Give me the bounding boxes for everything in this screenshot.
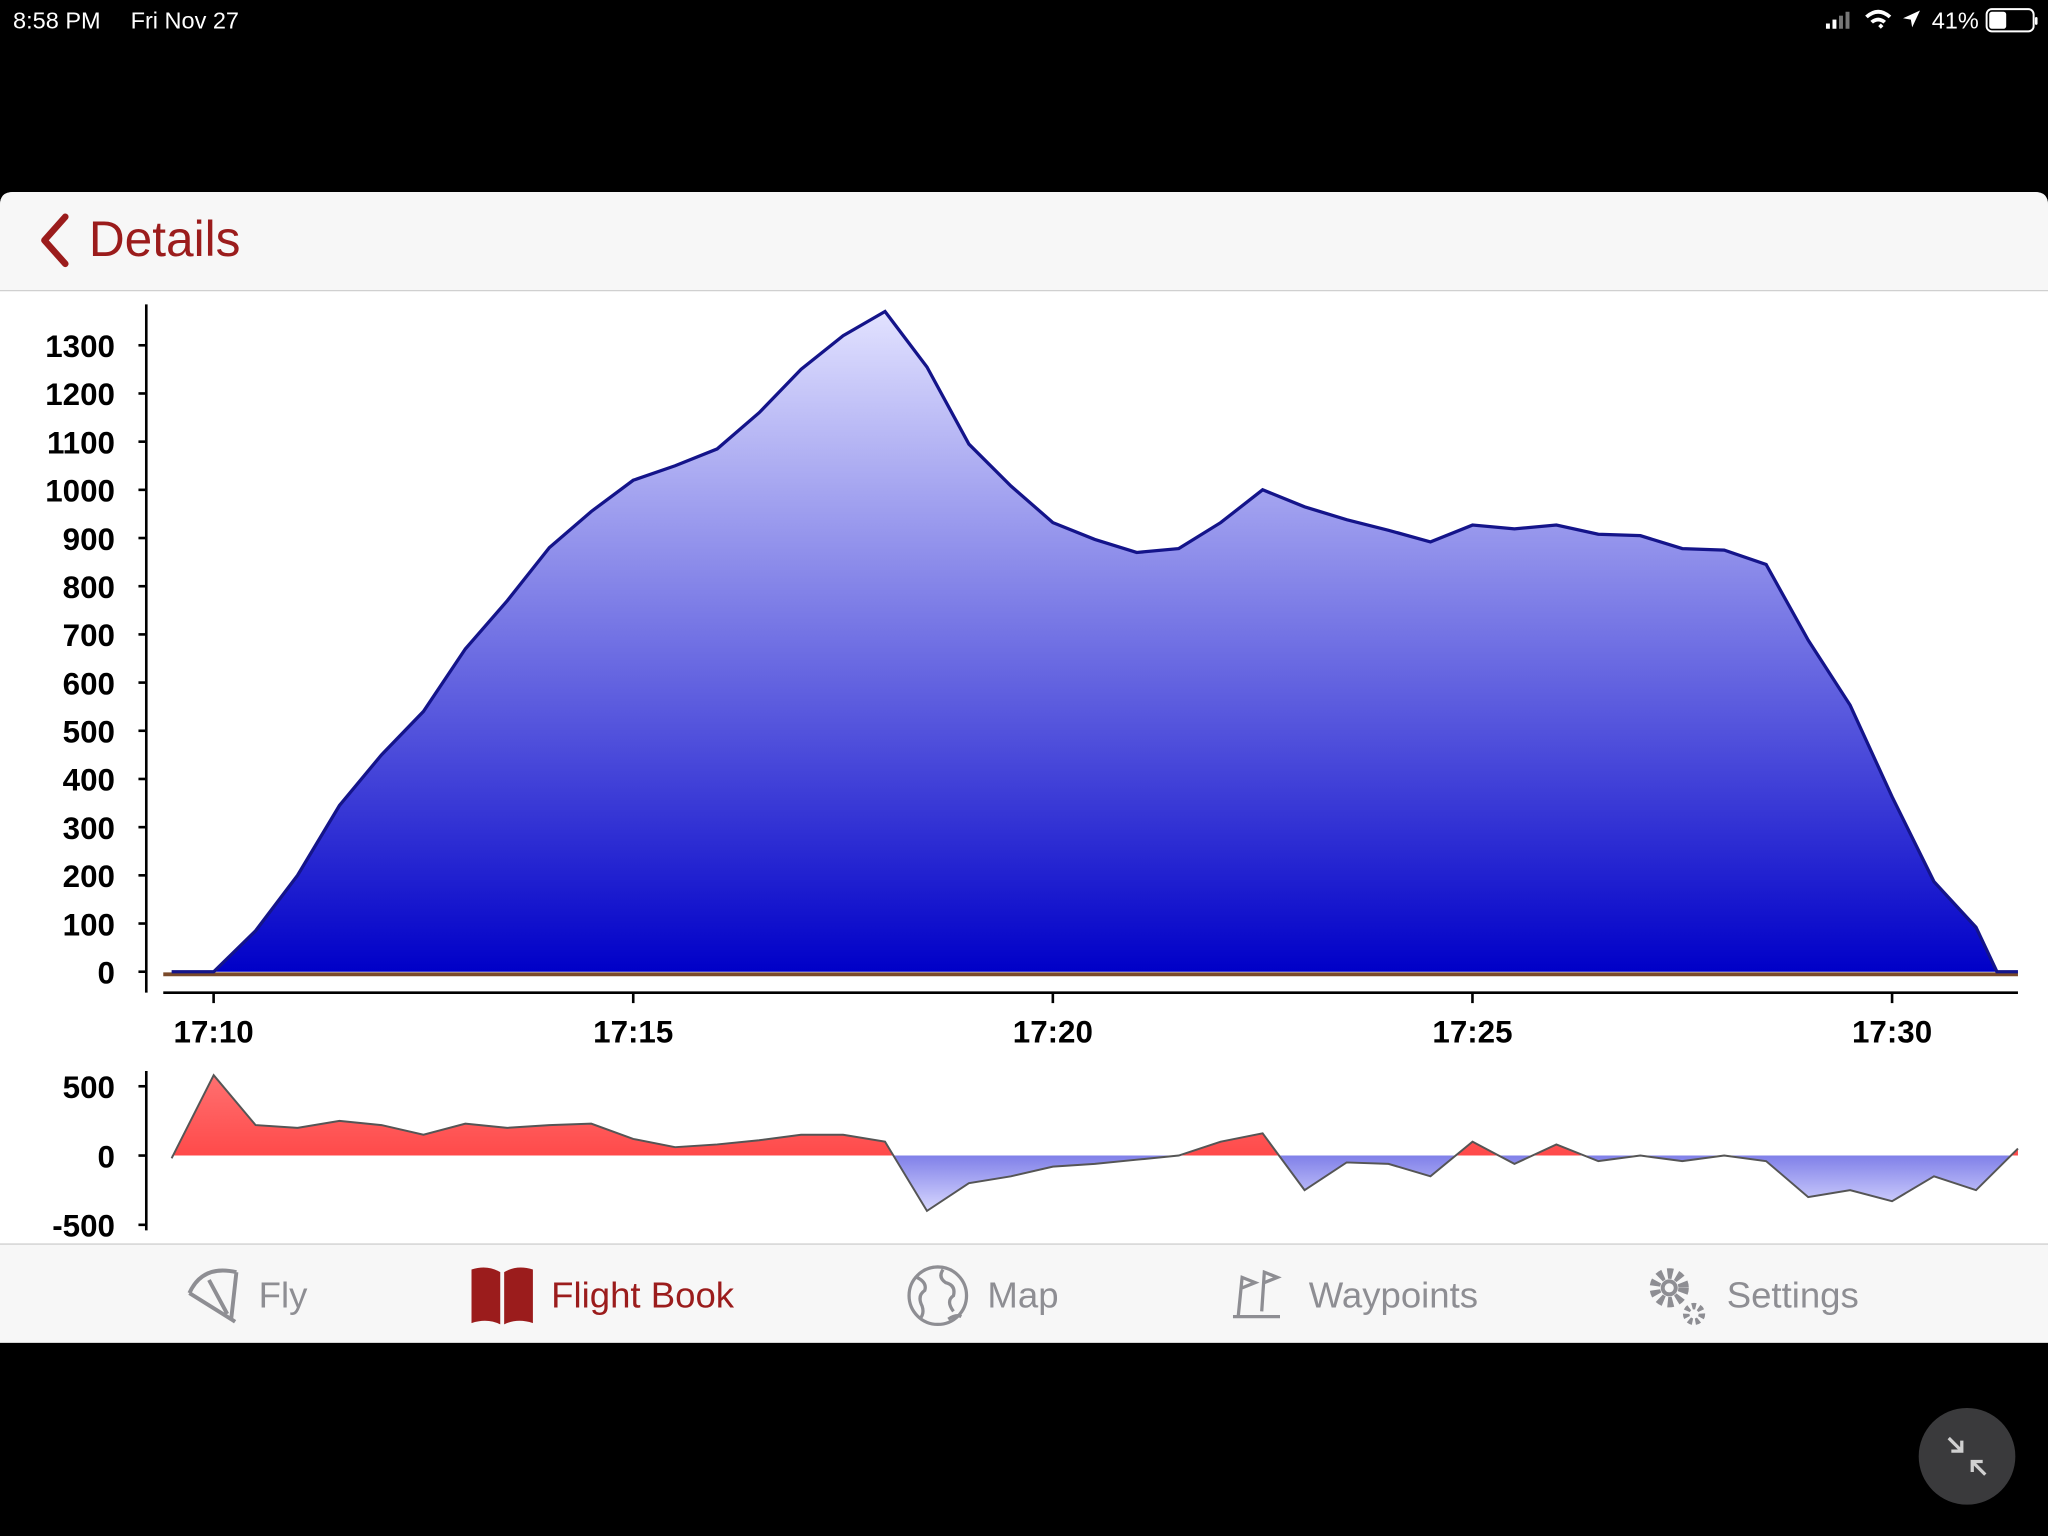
y-tick-label: 0: [98, 1139, 115, 1174]
tab-fly[interactable]: Fly: [187, 1268, 308, 1324]
tab-label[interactable]: Fly: [259, 1274, 308, 1315]
x-tick-label: 17:10: [174, 1014, 254, 1049]
nav-bar: [0, 192, 2048, 290]
minimize-icon[interactable]: [1947, 1436, 1987, 1476]
y-tick-label: -500: [52, 1209, 115, 1244]
back-button[interactable]: Details: [41, 211, 241, 268]
x-tick-label: 17:20: [1013, 1014, 1093, 1049]
tab-icon[interactable]: [1649, 1268, 1706, 1326]
y-tick-label: 1100: [47, 425, 115, 460]
climb-area: [171, 1075, 2018, 1156]
y-tick-label: 200: [63, 859, 115, 894]
tab-icon[interactable]: [907, 1265, 969, 1327]
y-tick-label: 1200: [45, 377, 115, 412]
tab-icon[interactable]: [1232, 1269, 1282, 1319]
tab-icon[interactable]: [471, 1267, 533, 1325]
x-tick-label: 17:30: [1852, 1014, 1932, 1049]
y-tick-label: 100: [63, 907, 115, 942]
nav-title[interactable]: Details: [89, 211, 241, 267]
altitude-area: [171, 311, 2018, 972]
minimize-button[interactable]: [1918, 1408, 2016, 1505]
y-tick-label: 0: [98, 955, 115, 990]
x-tick-label: 17:15: [593, 1014, 673, 1049]
tab-label[interactable]: Flight Book: [551, 1274, 735, 1315]
status-icons: [1825, 8, 2038, 33]
y-tick-label: 800: [63, 570, 115, 605]
y-tick-label: 1300: [45, 329, 115, 364]
y-tick-label: 900: [63, 522, 115, 557]
tab-label[interactable]: Settings: [1727, 1274, 1859, 1315]
minimize-circle[interactable]: [1918, 1408, 2016, 1505]
tab-bar: [0, 1244, 2048, 1343]
tab-label[interactable]: Map: [987, 1274, 1058, 1315]
status-date: Fri Nov 27: [131, 8, 239, 34]
status-battery: 41%: [1932, 8, 1979, 34]
x-tick-label: 17:25: [1432, 1014, 1512, 1049]
status-time: 8:58 PM: [13, 8, 101, 34]
tab-settings[interactable]: Settings: [1649, 1268, 1859, 1326]
y-tick-label: 600: [63, 666, 115, 701]
y-tick-label: 300: [63, 811, 115, 846]
tab-label[interactable]: Waypoints: [1309, 1274, 1478, 1315]
tab-waypoints[interactable]: Waypoints: [1232, 1269, 1478, 1319]
y-tick-label: 700: [63, 618, 115, 653]
sink-area: [171, 1155, 2011, 1211]
charts: 0 100 200 300 400 500 600 700 800 900 1000 1100 1200…: [45, 304, 2019, 1244]
tab-icon[interactable]: [187, 1268, 239, 1324]
y-tick-label: 1000: [45, 474, 115, 509]
tab-flight-book[interactable]: Flight Book: [471, 1267, 735, 1325]
tab-map[interactable]: Map: [907, 1265, 1059, 1327]
altitude-line: [171, 309, 2018, 974]
y-tick-label: 400: [63, 763, 115, 798]
y-tick-label: 500: [63, 715, 115, 750]
back-chevron[interactable]: [41, 213, 69, 268]
y-tick-label: 500: [63, 1070, 115, 1105]
vario-line: [170, 1073, 2019, 1213]
